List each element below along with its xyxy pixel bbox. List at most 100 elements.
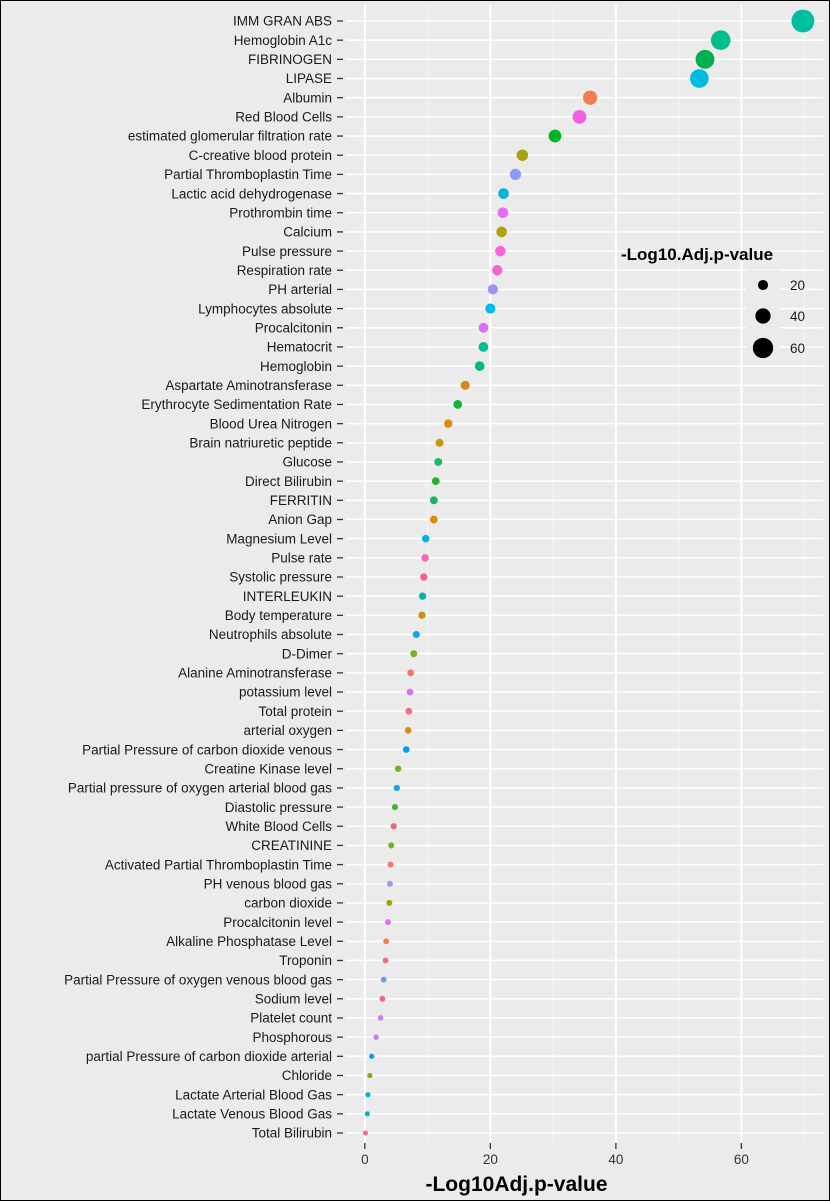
category-label: D-Dimer — [282, 646, 333, 661]
category-label: Hemoglobin — [260, 359, 332, 374]
legend-size-swatch — [755, 308, 771, 324]
x-axis-title: -Log10Adj.p-value — [425, 1173, 607, 1196]
data-point — [385, 919, 392, 926]
plot-panel — [346, 5, 823, 1142]
category-label: Partial pressure of oxygen arterial bloo… — [68, 781, 332, 796]
category-label: Procalcitonin — [255, 320, 332, 335]
data-point — [453, 400, 463, 409]
category-label: estimated glomerular filtration rate — [128, 129, 332, 144]
data-point — [478, 322, 489, 333]
data-point — [460, 380, 470, 390]
data-point — [377, 1015, 384, 1021]
data-point — [367, 1072, 373, 1079]
legend-title: -Log10.Adj.p-value — [621, 245, 773, 264]
x-tick-label: 40 — [608, 1152, 623, 1167]
category-label: Magnesium Level — [226, 531, 332, 546]
category-label: Procalcitonin level — [223, 915, 332, 930]
category-label: Pulse pressure — [242, 244, 332, 259]
category-label: Respiration rate — [237, 263, 332, 278]
category-label: Pulse rate — [271, 551, 332, 566]
data-point — [516, 149, 529, 161]
data-point — [390, 823, 397, 830]
x-tick-label: 0 — [361, 1152, 369, 1167]
category-label: partial Pressure of carbon dioxide arter… — [86, 1049, 332, 1064]
data-point — [383, 938, 390, 945]
category-label: Partial Thromboplastin Time — [164, 167, 332, 182]
data-point — [431, 477, 440, 486]
category-label: carbon dioxide — [244, 896, 332, 911]
category-label: Creatine Kinase level — [204, 761, 332, 776]
data-point — [421, 554, 429, 562]
category-label: potassium level — [239, 685, 332, 700]
data-point — [791, 9, 815, 33]
category-label: Alkaline Phosphatase Level — [166, 934, 332, 949]
category-label: PH venous blood gas — [204, 876, 333, 891]
category-label: Systolic pressure — [229, 570, 332, 585]
data-point — [498, 188, 509, 199]
category-label: PH arterial — [268, 282, 332, 297]
category-label: Total protein — [258, 704, 332, 719]
category-label: FIBRINOGEN — [248, 52, 332, 67]
category-label: Brain natriuretic peptide — [189, 435, 332, 450]
category-label: Chloride — [282, 1068, 332, 1083]
category-label: Erythrocyte Sedimentation Rate — [141, 397, 332, 412]
data-point — [394, 765, 402, 772]
category-label: Diastolic pressure — [225, 800, 332, 815]
data-point — [393, 784, 400, 792]
category-label: Platelet count — [250, 1011, 332, 1026]
x-tick-label: 20 — [483, 1152, 498, 1167]
data-point — [418, 611, 426, 620]
data-point — [497, 207, 509, 219]
data-point — [369, 1053, 375, 1059]
category-label: Lactate Arterial Blood Gas — [175, 1087, 332, 1102]
legend-label: 40 — [790, 309, 805, 324]
data-point — [572, 109, 587, 124]
x-tick-label: 60 — [734, 1152, 749, 1167]
data-point — [583, 90, 598, 105]
category-label: FERRITIN — [270, 493, 332, 508]
data-point — [429, 496, 438, 505]
size-legend: -Log10.Adj.p-value 20 40 60 — [621, 245, 805, 363]
category-label: Albumin — [283, 90, 332, 105]
category-label: Partial Pressure of oxygen venous blood … — [64, 972, 332, 987]
category-label: Activated Partial Thromboplastin Time — [105, 857, 332, 872]
data-point — [495, 245, 506, 257]
data-point — [496, 226, 507, 238]
category-label: Total Bilirubin — [252, 1126, 332, 1141]
data-point — [429, 515, 438, 524]
legend-size-swatch — [757, 279, 769, 291]
data-point — [487, 284, 498, 295]
data-point — [382, 957, 389, 964]
category-label: Hemoglobin A1c — [234, 33, 333, 48]
category-label: Body temperature — [225, 608, 332, 623]
data-point — [485, 303, 496, 314]
category-label: Lactic acid dehydrogenase — [171, 186, 332, 201]
category-label: arterial oxygen — [243, 723, 332, 738]
category-label: Lymphocytes absolute — [198, 301, 332, 316]
data-point — [391, 803, 399, 811]
data-point — [387, 861, 394, 868]
category-label: Phosphorous — [252, 1030, 332, 1045]
data-point — [548, 129, 562, 143]
data-point — [695, 49, 715, 69]
category-label: Aspartate Aminotransferase — [165, 378, 332, 393]
data-point — [418, 592, 427, 600]
category-label: INTERLEUKIN — [243, 589, 332, 604]
data-point — [407, 669, 415, 677]
data-point — [365, 1092, 371, 1098]
legend-size-swatch — [752, 337, 774, 359]
data-point — [444, 419, 453, 428]
category-label: Blood Urea Nitrogen — [210, 416, 332, 431]
category-label: Direct Bilirubin — [245, 474, 332, 489]
data-point — [379, 995, 386, 1002]
data-point — [509, 168, 522, 180]
category-label: Neutrophils absolute — [209, 627, 332, 642]
data-point — [380, 976, 387, 983]
category-label: Hematocrit — [267, 340, 333, 355]
data-point — [474, 361, 485, 371]
data-point — [386, 880, 393, 887]
data-point — [406, 688, 414, 696]
data-point — [478, 342, 489, 352]
data-point — [492, 265, 503, 276]
